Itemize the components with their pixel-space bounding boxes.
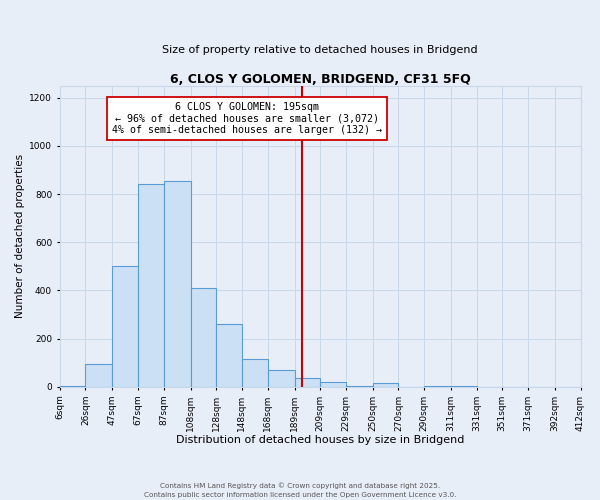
Bar: [164, 181, 191, 387]
Bar: [60, 386, 85, 387]
Text: 6 CLOS Y GOLOMEN: 195sqm
← 96% of detached houses are smaller (3,072)
4% of semi: 6 CLOS Y GOLOMEN: 195sqm ← 96% of detach…: [112, 102, 382, 136]
Text: Contains HM Land Registry data © Crown copyright and database right 2025.
Contai: Contains HM Land Registry data © Crown c…: [144, 482, 456, 498]
Bar: [242, 359, 268, 387]
Bar: [138, 184, 164, 387]
Bar: [191, 288, 216, 387]
Bar: [424, 386, 451, 387]
Bar: [451, 386, 476, 387]
Text: Size of property relative to detached houses in Bridgend: Size of property relative to detached ho…: [163, 45, 478, 55]
Title: 6, CLOS Y GOLOMEN, BRIDGEND, CF31 5FQ: 6, CLOS Y GOLOMEN, BRIDGEND, CF31 5FQ: [170, 72, 470, 86]
Bar: [320, 382, 346, 387]
Bar: [373, 383, 398, 387]
X-axis label: Distribution of detached houses by size in Bridgend: Distribution of detached houses by size …: [176, 435, 464, 445]
Bar: [112, 266, 138, 387]
Bar: [216, 324, 242, 387]
Y-axis label: Number of detached properties: Number of detached properties: [15, 154, 25, 318]
Bar: [85, 364, 112, 387]
Bar: [295, 378, 320, 387]
Bar: [346, 386, 373, 387]
Bar: [268, 370, 295, 387]
